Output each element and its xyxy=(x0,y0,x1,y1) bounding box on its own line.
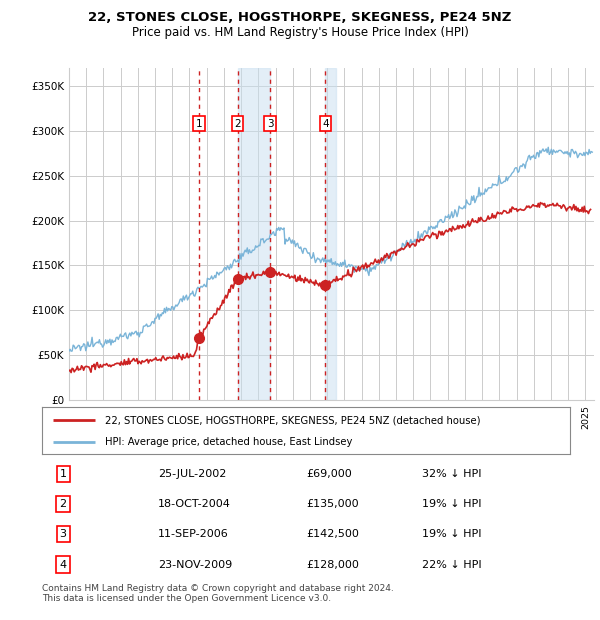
Text: £135,000: £135,000 xyxy=(306,499,359,509)
Text: 23-NOV-2009: 23-NOV-2009 xyxy=(158,560,232,570)
Text: 22% ↓ HPI: 22% ↓ HPI xyxy=(422,560,482,570)
Text: 1: 1 xyxy=(196,119,202,129)
Text: 19% ↓ HPI: 19% ↓ HPI xyxy=(422,529,482,539)
Text: £128,000: £128,000 xyxy=(306,560,359,570)
Text: 25-JUL-2002: 25-JUL-2002 xyxy=(158,469,227,479)
Text: 3: 3 xyxy=(59,529,67,539)
Text: 4: 4 xyxy=(322,119,329,129)
Text: 22, STONES CLOSE, HOGSTHORPE, SKEGNESS, PE24 5NZ: 22, STONES CLOSE, HOGSTHORPE, SKEGNESS, … xyxy=(88,11,512,24)
Text: 2: 2 xyxy=(234,119,241,129)
Bar xyxy=(325,68,336,400)
Text: 4: 4 xyxy=(59,560,67,570)
Text: 2: 2 xyxy=(59,499,67,509)
Text: £69,000: £69,000 xyxy=(306,469,352,479)
Text: 3: 3 xyxy=(267,119,274,129)
Text: 32% ↓ HPI: 32% ↓ HPI xyxy=(422,469,482,479)
Text: 19% ↓ HPI: 19% ↓ HPI xyxy=(422,499,482,509)
Text: 1: 1 xyxy=(59,469,67,479)
Bar xyxy=(238,68,270,400)
Text: 11-SEP-2006: 11-SEP-2006 xyxy=(158,529,229,539)
Text: Price paid vs. HM Land Registry's House Price Index (HPI): Price paid vs. HM Land Registry's House … xyxy=(131,26,469,39)
Text: 22, STONES CLOSE, HOGSTHORPE, SKEGNESS, PE24 5NZ (detached house): 22, STONES CLOSE, HOGSTHORPE, SKEGNESS, … xyxy=(106,415,481,425)
Text: Contains HM Land Registry data © Crown copyright and database right 2024.
This d: Contains HM Land Registry data © Crown c… xyxy=(42,584,394,603)
Text: 18-OCT-2004: 18-OCT-2004 xyxy=(158,499,231,509)
Text: £142,500: £142,500 xyxy=(306,529,359,539)
Text: HPI: Average price, detached house, East Lindsey: HPI: Average price, detached house, East… xyxy=(106,437,353,447)
